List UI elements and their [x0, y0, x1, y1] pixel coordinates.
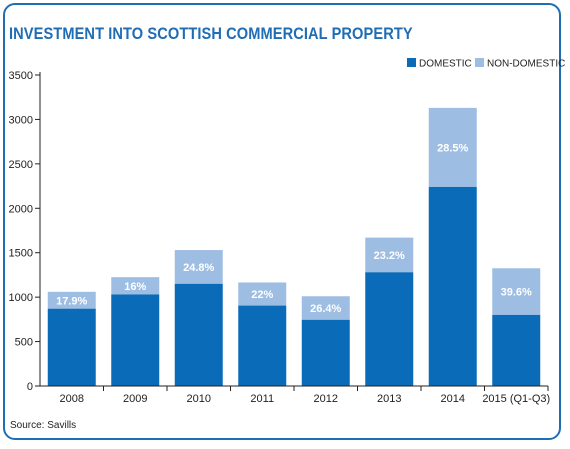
- bar-domestic: [492, 314, 541, 386]
- y-tick-label: 2500: [9, 159, 33, 171]
- x-tick-label: 2008: [60, 393, 84, 405]
- x-tick-label: 2010: [187, 393, 211, 405]
- bar-non-domestic: [111, 277, 160, 295]
- bar-domestic: [47, 308, 96, 386]
- bar-percentage-label: 28.5%: [437, 142, 468, 154]
- bar-non-domestic: [365, 237, 414, 273]
- legend-label-domestic: DOMESTIC: [419, 59, 472, 70]
- bar-non-domestic: [174, 250, 223, 284]
- bar-percentage-label: 22%: [251, 289, 273, 301]
- y-tick-label: 500: [15, 337, 33, 349]
- bar-domestic: [428, 186, 477, 386]
- legend-label-non-domestic: NON-DOMESTIC: [487, 59, 565, 70]
- legend-swatch-domestic: [407, 58, 416, 67]
- bar-percentage-label: 24.8%: [183, 262, 214, 274]
- x-tick-label: 2009: [123, 393, 147, 405]
- bar-domestic: [365, 272, 414, 386]
- chart-title: INVESTMENT INTO SCOTTISH COMMERCIAL PROP…: [9, 24, 413, 43]
- bar-non-domestic: [238, 282, 287, 306]
- y-tick-label: 3500: [9, 70, 33, 82]
- bar-domestic: [174, 283, 223, 386]
- source-note: Source: Savills: [10, 420, 77, 431]
- y-tick-label: 1500: [9, 248, 33, 260]
- bar-domestic: [238, 305, 287, 386]
- x-tick-label: 2011: [250, 393, 274, 405]
- bar-percentage-label: 17.9%: [56, 295, 87, 307]
- bar-percentage-label: 26.4%: [310, 303, 341, 315]
- y-tick-label: 1000: [9, 292, 33, 304]
- bar-non-domestic: [47, 291, 96, 309]
- bar-non-domestic: [428, 107, 477, 187]
- bar-percentage-label: 16%: [124, 281, 146, 293]
- bar-percentage-label: 23.2%: [374, 250, 405, 262]
- bar-domestic: [111, 294, 160, 386]
- y-tick-label: 3000: [9, 114, 33, 126]
- x-tick-label: 2013: [377, 393, 401, 405]
- bar-non-domestic: [492, 268, 541, 315]
- y-tick-label: 2000: [9, 203, 33, 215]
- bar-percentage-label: 39.6%: [501, 287, 532, 299]
- x-tick-label: 2012: [314, 393, 338, 405]
- y-tick-label: 0: [27, 381, 33, 393]
- bar-domestic: [301, 319, 350, 386]
- bar-non-domestic: [301, 296, 350, 320]
- legend-swatch-non-domestic: [475, 58, 484, 67]
- x-tick-label: 2015 (Q1-Q3): [482, 393, 550, 405]
- x-tick-label: 2014: [441, 393, 465, 405]
